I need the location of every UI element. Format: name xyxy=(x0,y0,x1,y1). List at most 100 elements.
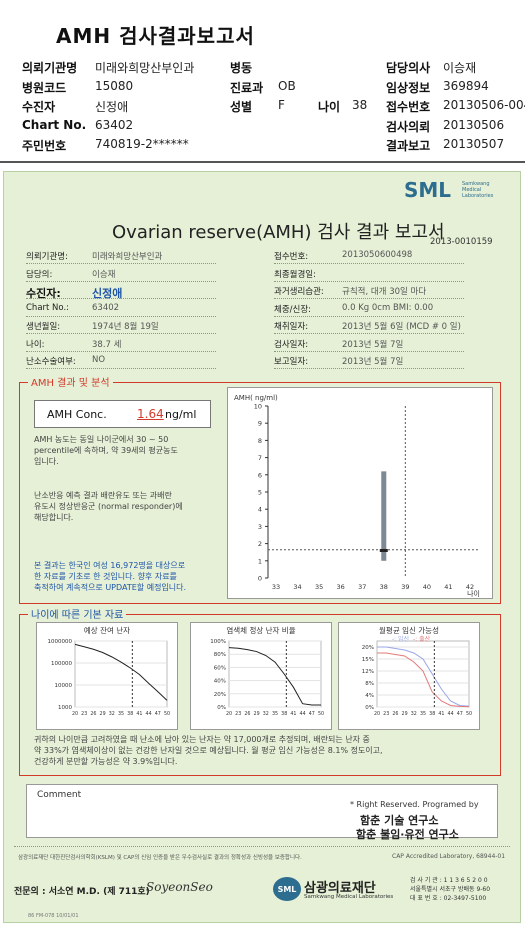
rep-left-value-0: 미래와희망산부인과 xyxy=(92,252,163,262)
main-chart-ytick-label-8: 8 xyxy=(258,437,262,445)
eggs-chart-xtick-1: 23 xyxy=(81,711,87,717)
svg-text:SML: SML xyxy=(278,885,297,894)
eggs-chart-xtick-7: 41 xyxy=(136,711,142,717)
rep-left-rule-6 xyxy=(26,368,216,369)
eggs-chart-xtick-10: 50 xyxy=(164,711,170,717)
ratio-chart-title: 염색체 정상 난자 비율 xyxy=(226,625,295,635)
rep-left-label-3: Chart No.: xyxy=(26,302,70,313)
sml-logo: SML xyxy=(404,178,452,202)
rep-right-label-1: 최종월경일: xyxy=(274,269,316,280)
preg-chart-xtick-6: 38 xyxy=(429,711,435,717)
ratio-chart-frame xyxy=(228,640,322,708)
main-chart-ytick-label-7: 7 xyxy=(258,454,262,462)
main-chart-ytick-label-1: 1 xyxy=(258,557,262,565)
eggs-chart-frame xyxy=(74,640,168,708)
ratio-chart-ytick-3: 60% xyxy=(214,665,226,671)
amh-conc-unit: ng/ml xyxy=(165,408,197,421)
header-right-label-4: 결과보고 xyxy=(386,139,431,153)
ratio-chart-ytick-2: 40% xyxy=(214,679,226,685)
rep-right-label-6: 보고일자: xyxy=(274,357,309,367)
rep-left-rule-0 xyxy=(26,263,216,264)
logo-sub-2: Medical xyxy=(462,187,482,193)
rep-right-label-3: 체중/신장: xyxy=(274,304,312,315)
rep-left-rule-5 xyxy=(26,350,216,352)
header-left-value-2: 신정애 xyxy=(95,100,129,114)
comment-label: Comment xyxy=(37,790,82,800)
page-title: AMH 검사결과보고서 xyxy=(56,24,255,48)
rep-left-label-5: 나이: xyxy=(26,339,45,350)
amh-conc-box: AMH Conc. 1.64 ng/ml xyxy=(34,400,211,428)
preg-chart-legend-1: -: 임신 xyxy=(392,635,409,643)
rep-right-rule-4 xyxy=(274,333,464,334)
amh-conc-label: AMH Conc. xyxy=(47,408,107,421)
bottom-rule xyxy=(14,846,510,847)
contact-phone: 대 표 번 호 : 02-3497-5100 xyxy=(410,895,487,902)
rep-right-label-5: 검사일자: xyxy=(274,339,309,350)
rep-right-rule-0 xyxy=(274,263,464,264)
preg-chart-legend-2: -: 출산 xyxy=(413,635,431,643)
ratio-chart-ytick-4: 80% xyxy=(214,652,226,658)
header-mid-value-1: OB xyxy=(278,78,296,93)
eggs-chart-ytick-3: 1000000 xyxy=(48,639,73,645)
main-chart-xtick-label-5: 38 xyxy=(380,583,388,591)
rep-right-rule-1 xyxy=(274,280,464,282)
header-right-value-4: 20130507 xyxy=(443,137,505,151)
rep-right-label-4: 채취일자: xyxy=(274,322,309,332)
rep-right-value-5: 2013년 5월 7일 xyxy=(342,339,404,350)
rights-text: * Right Reserved. Programed by xyxy=(350,800,479,809)
main-chart-median-mark xyxy=(379,548,388,552)
footerText-line-1: 약 33%가 염색체이상이 없는 건강한 난자일 것으로 예상됩니다. 월 평균… xyxy=(34,746,383,755)
header-left-value-4: 740819-2****** xyxy=(95,137,189,151)
main-chart-ylabel: AMH( ng/ml) xyxy=(234,394,278,402)
header-mid-label-1: 진료과 xyxy=(230,80,264,95)
rep-right-rule-5 xyxy=(274,350,464,352)
ratio-chart-xtick-5: 35 xyxy=(272,711,278,717)
header-right-label-1: 임상정보 xyxy=(386,80,431,95)
basic-data-title: 나이에 따른 기본 자료 xyxy=(28,606,127,621)
preg-chart-ytick-5: 20% xyxy=(362,645,374,651)
ratio-chart-series-0 xyxy=(228,647,321,706)
rep-left-rule-1 xyxy=(26,280,216,282)
logo-sub-1: Samkwang xyxy=(462,181,490,187)
report-title: Ovarian reserve(AMH) 검사 결과 보고서 xyxy=(112,222,445,243)
accreditation-note: 삼광의료재단 대한진단검사의학회(KSLM) 및 CAP의 신임 인증을 받은 … xyxy=(18,855,302,861)
main-chart-xtick-label-0: 33 xyxy=(272,583,280,591)
main-chart-ytick-label-0: 0 xyxy=(258,575,262,583)
eggs-chart-xtick-4: 32 xyxy=(109,711,115,717)
main-chart-ytick-label-9: 9 xyxy=(258,420,262,428)
age-label: 나이 xyxy=(318,100,341,114)
header-right-value-1: 369894 xyxy=(443,78,489,93)
rep-right-label-2: 과거생리습관: xyxy=(274,287,324,297)
header-right-value-2: 20130506-004 xyxy=(443,98,525,112)
amh-conc-value: 1.64 xyxy=(137,407,164,421)
basic-data-box xyxy=(19,614,501,776)
eggs-chart-xtick-2: 26 xyxy=(90,711,96,717)
rep-right-value-6: 2013년 5월 7일 xyxy=(342,357,404,367)
rep-left-value-6: NO xyxy=(92,355,106,365)
eggs-chart-xtick-8: 44 xyxy=(146,711,152,717)
rep-right-value-4: 2013년 5월 6일 (MCD # 0 일) xyxy=(342,322,461,332)
ratio-chart-xtick-7: 41 xyxy=(290,711,296,717)
ratio-chart-xtick-2: 26 xyxy=(244,711,250,717)
main-chart-ytick-label-6: 6 xyxy=(258,471,262,479)
ratio-chart-xtick-6: 38 xyxy=(281,711,287,717)
eggs-chart-title: 예상 잔여 난자 xyxy=(84,625,130,635)
eggs-chart-xtick-0: 20 xyxy=(72,711,78,717)
rep-right-value-0: 20130506004​98 xyxy=(342,250,413,260)
rep-left-rule-2 xyxy=(26,298,216,299)
ratio-chart-ytick-0: 0% xyxy=(217,705,226,711)
header-left-value-3: 63402 xyxy=(95,117,134,132)
rep-left-value-2: 신정애 xyxy=(92,287,123,300)
header-left-label-3: Chart No. xyxy=(22,117,87,132)
eggs-chart-ytick-0: 1000 xyxy=(58,705,72,711)
main-chart-ytick-label-2: 2 xyxy=(258,540,262,548)
header-left-value-1: 15080 xyxy=(95,78,134,93)
para3-line-0: 본 결과는 한국인 여성 16,972명을 대상으로 xyxy=(34,561,186,570)
eggs-chart-xtick-6: 38 xyxy=(127,711,133,717)
header-divider xyxy=(0,161,525,163)
main-chart-ytick-label-3: 3 xyxy=(258,523,262,531)
main-chart-range-bar xyxy=(381,471,387,561)
header-mid-value-2: F xyxy=(278,98,285,112)
ratio-chart-xtick-8: 44 xyxy=(300,711,306,717)
